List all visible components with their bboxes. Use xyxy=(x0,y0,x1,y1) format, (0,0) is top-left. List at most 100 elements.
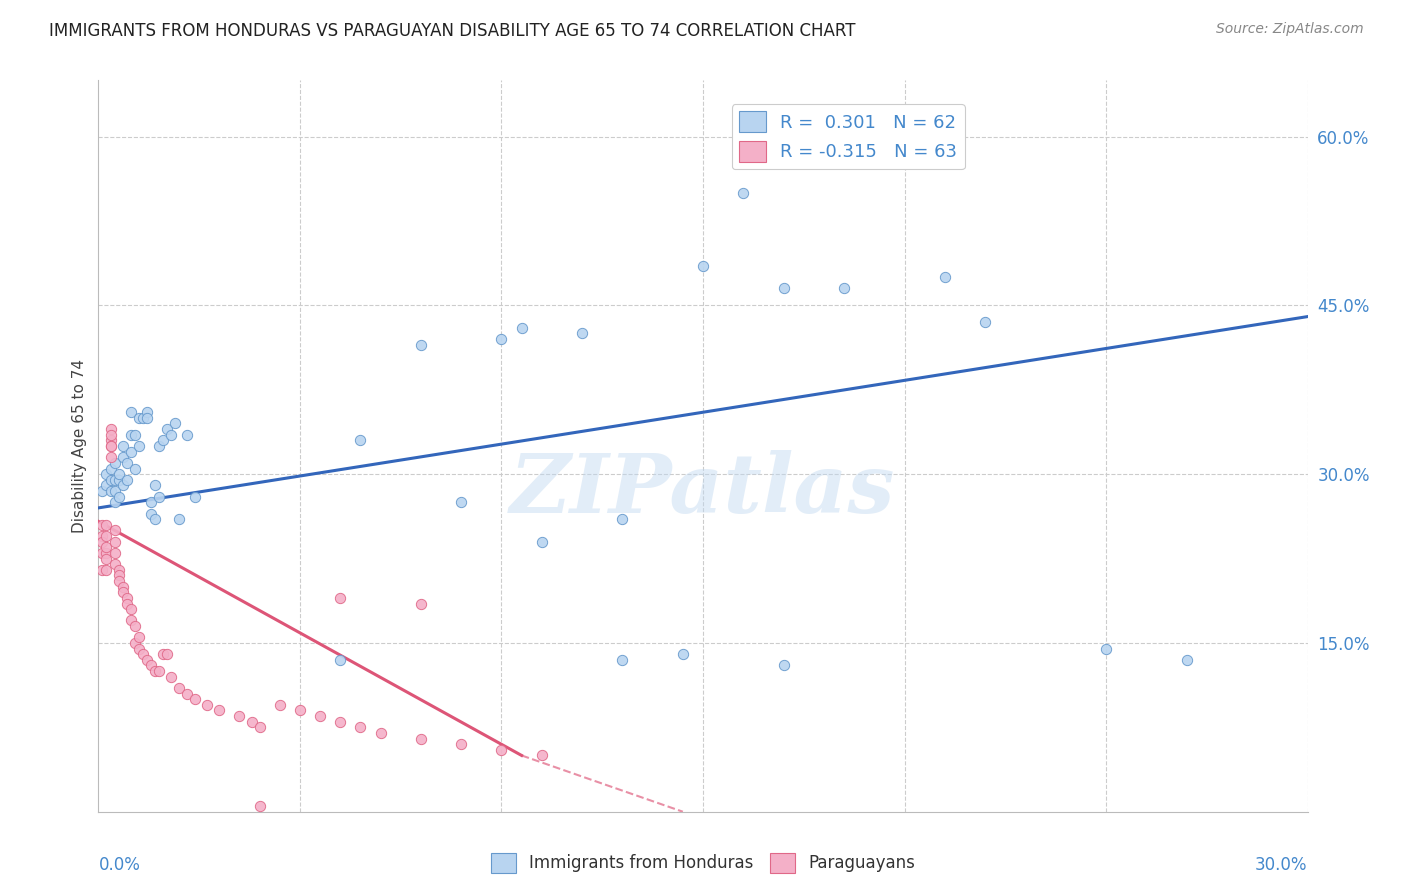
Point xyxy=(124,461,146,475)
Point xyxy=(135,410,157,425)
Point xyxy=(873,141,896,155)
Point xyxy=(124,427,146,442)
Point xyxy=(409,337,432,351)
Point xyxy=(107,490,129,504)
Point xyxy=(139,658,162,673)
Point xyxy=(370,726,392,740)
Point xyxy=(128,410,150,425)
Point xyxy=(103,534,125,549)
Point xyxy=(100,422,122,436)
Point xyxy=(208,703,231,717)
Point xyxy=(91,529,114,543)
Point xyxy=(184,692,207,706)
Point xyxy=(111,580,134,594)
Point xyxy=(111,450,134,465)
Point xyxy=(160,670,183,684)
Legend: R =  0.301   N = 62, R = -0.315   N = 63: R = 0.301 N = 62, R = -0.315 N = 63 xyxy=(731,104,965,169)
Point xyxy=(91,483,114,498)
Point xyxy=(349,720,371,734)
Point xyxy=(1175,653,1198,667)
Point xyxy=(115,456,138,470)
Point xyxy=(692,259,714,273)
Point xyxy=(111,439,134,453)
Point xyxy=(91,517,114,532)
Point xyxy=(96,551,118,566)
Point xyxy=(103,546,125,560)
Point xyxy=(111,478,134,492)
Point xyxy=(176,427,198,442)
Point xyxy=(288,703,311,717)
Point xyxy=(143,664,166,678)
Point xyxy=(329,653,352,667)
Point xyxy=(409,731,432,746)
Point xyxy=(772,658,794,673)
Point xyxy=(974,315,997,329)
Point xyxy=(139,495,162,509)
Point xyxy=(100,439,122,453)
Text: 30.0%: 30.0% xyxy=(1256,855,1308,873)
Point xyxy=(167,512,190,526)
Point xyxy=(96,541,118,555)
Point xyxy=(491,332,513,346)
Point xyxy=(103,557,125,571)
Point xyxy=(100,473,122,487)
Point xyxy=(530,748,553,763)
Point xyxy=(148,490,170,504)
Text: 0.0%: 0.0% xyxy=(98,855,141,873)
Point xyxy=(120,614,142,628)
Point xyxy=(103,495,125,509)
Point xyxy=(96,478,118,492)
Point xyxy=(1095,641,1118,656)
Point xyxy=(115,591,138,605)
Point xyxy=(124,619,146,633)
Point xyxy=(934,270,956,285)
Text: Source: ZipAtlas.com: Source: ZipAtlas.com xyxy=(1216,22,1364,37)
Point xyxy=(309,709,332,723)
Point xyxy=(100,434,122,448)
Point xyxy=(103,483,125,498)
Point xyxy=(148,664,170,678)
Point xyxy=(176,687,198,701)
Point xyxy=(349,434,371,448)
Point xyxy=(184,490,207,504)
Point xyxy=(100,427,122,442)
Point xyxy=(733,186,755,200)
Point xyxy=(107,473,129,487)
Point xyxy=(530,534,553,549)
Point xyxy=(571,326,593,341)
Point xyxy=(772,281,794,295)
Point xyxy=(167,681,190,695)
Point xyxy=(156,422,179,436)
Point xyxy=(103,456,125,470)
Point xyxy=(91,534,114,549)
Point xyxy=(107,568,129,582)
Point xyxy=(139,507,162,521)
Point xyxy=(120,444,142,458)
Point xyxy=(152,434,174,448)
Point xyxy=(128,439,150,453)
Point xyxy=(152,647,174,661)
Point xyxy=(107,467,129,482)
Point xyxy=(329,714,352,729)
Point xyxy=(128,641,150,656)
Point xyxy=(148,439,170,453)
Point xyxy=(832,281,855,295)
Point xyxy=(107,563,129,577)
Point xyxy=(612,653,634,667)
Point xyxy=(120,405,142,419)
Point xyxy=(96,529,118,543)
Point xyxy=(195,698,218,712)
Point xyxy=(91,563,114,577)
Point xyxy=(491,743,513,757)
Point xyxy=(100,483,122,498)
Point xyxy=(510,321,533,335)
Point xyxy=(228,709,250,723)
Point xyxy=(135,653,157,667)
Point xyxy=(96,546,118,560)
Point xyxy=(240,714,263,729)
Point xyxy=(107,574,129,588)
Point xyxy=(269,698,291,712)
Point xyxy=(160,427,183,442)
Point xyxy=(96,563,118,577)
Point xyxy=(100,439,122,453)
